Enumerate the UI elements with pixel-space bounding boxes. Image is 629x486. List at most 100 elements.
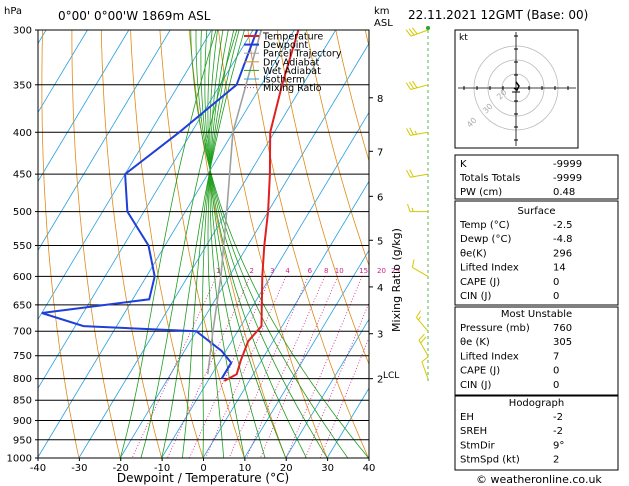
wind-barb	[407, 203, 428, 213]
temperature-tick-label: 20	[280, 463, 293, 474]
table-row-label: θe (K)	[460, 337, 490, 348]
pressure-tick-label: 300	[13, 26, 32, 37]
mixing-ratio-label: 8	[324, 267, 328, 275]
isotherm-line	[202, 180, 369, 458]
temperature-tick-label: -30	[71, 463, 87, 474]
height-axis: 8 7 6 5 4 3 2 LCL	[369, 94, 399, 386]
temperature-tick-label: -10	[154, 463, 170, 474]
lcl-label: LCL	[383, 371, 399, 381]
credit-text: © weatheronline.co.uk	[476, 473, 602, 486]
isotherm-line	[285, 318, 369, 458]
pressure-unit-label: hPa	[4, 6, 22, 17]
pressure-tick-label: 400	[13, 128, 32, 139]
wind-barb-feather	[408, 28, 415, 36]
table-row-value: 0	[553, 277, 559, 288]
table-row-label: StmSpd (kt)	[460, 455, 520, 466]
table-row-value: 2	[553, 455, 559, 466]
table-row-label: CIN (J)	[460, 291, 491, 302]
mixing-ratio-line	[304, 301, 369, 458]
profiles	[41, 30, 300, 382]
temperature-tick-label: 10	[239, 463, 252, 474]
table-row-value: 760	[553, 323, 572, 334]
legend-entry: Temperature	[262, 32, 323, 43]
pressure-tick-label: 450	[13, 170, 32, 181]
wind-barb-staff	[412, 266, 429, 277]
height-tick-label: 2	[377, 375, 383, 386]
mixing-ratio-label: 25	[391, 267, 400, 275]
table-row-label: θe(K)	[460, 248, 487, 259]
legend-entry: Dry Adiabat	[263, 57, 320, 68]
legend-entry: Parcel Trajectory	[263, 49, 342, 60]
isotherm-line	[38, 30, 171, 252]
wind-barb-feather	[408, 81, 415, 89]
temperature-tick-label: -40	[30, 463, 46, 474]
wind-barb-feather	[405, 29, 412, 37]
table-row-value: -9999	[553, 159, 582, 170]
temperature-tick-label: 30	[321, 463, 334, 474]
wind-barb-feather	[418, 316, 422, 321]
legend-entry: Isotherm	[263, 75, 305, 86]
isotherm-line	[38, 30, 88, 114]
wind-axis-top-marker	[426, 26, 430, 30]
pressure-tick-label: 800	[13, 374, 32, 385]
table-row-value: 0	[553, 366, 559, 377]
wind-barb	[405, 80, 429, 90]
pressure-tick-label: 550	[13, 241, 32, 252]
height-tick-label: 4	[377, 283, 383, 294]
location-title: 0°00' 0°00'W 1869m ASL	[58, 9, 211, 23]
table-row-value: 9°	[553, 440, 564, 451]
height-tick-label: 6	[377, 192, 383, 203]
wind-barb-feather	[411, 207, 414, 212]
temperature-axis: -40 -30 -20 -10 0 10 20 30 40	[30, 458, 376, 474]
parcel-trajectory-profile	[207, 30, 262, 375]
wind-barb-staff	[416, 317, 429, 332]
temperature-profile	[223, 30, 300, 382]
wind-barb-feather	[412, 80, 418, 89]
table-row-value: -9999	[553, 173, 582, 184]
pressure-tick-label: 600	[13, 272, 32, 283]
wind-barbs	[405, 26, 430, 384]
dry-adiabat-line	[306, 30, 369, 267]
table-row-value: -2	[553, 412, 563, 423]
wind-barb	[421, 356, 429, 379]
dry-adiabat-line	[71, 30, 121, 458]
temperature-tick-label: 40	[363, 463, 376, 474]
mixing-ratio-label: 2	[249, 267, 253, 275]
background-lines	[38, 30, 369, 458]
height-tick-label: 5	[377, 236, 383, 247]
pressure-tick-label: 1000	[7, 454, 32, 465]
wind-barb-staff	[421, 361, 429, 379]
y-axis-title-mixing-ratio: Mixing Ratio (g/kg)	[390, 228, 403, 332]
table-hodograph-box	[454, 395, 619, 471]
temperature-tick-label: 0	[200, 463, 206, 474]
table-row-value: 305	[553, 337, 572, 348]
asl-unit-label: ASL	[374, 18, 393, 29]
table-row-value: -2.5	[553, 220, 573, 231]
table-row-label: CAPE (J)	[460, 366, 500, 377]
table-row-value: 0.48	[553, 187, 575, 198]
mixing-ratio-label: 1	[216, 267, 220, 275]
pressure-tick-label: 900	[13, 416, 32, 427]
stability-table: K -9999 Totals Totals -9999 PW (cm) 0.48 Surfa…	[454, 154, 619, 471]
wind-barb-feather	[414, 130, 418, 135]
dry-adiabat-line	[335, 30, 369, 163]
table-row-label: Lifted Index	[460, 263, 519, 274]
wind-barb-feather	[405, 82, 412, 90]
mixing-ratio-label: 6	[308, 267, 313, 275]
isotherm-line	[119, 42, 369, 458]
wind-barb	[416, 310, 429, 332]
table-row-label: Totals Totals	[459, 173, 520, 184]
table-unstable-box	[454, 306, 619, 396]
isotherm-line	[78, 30, 337, 458]
table-row-label: SREH	[460, 426, 487, 437]
table-section-title: Most Unstable	[501, 309, 572, 320]
wind-barb	[411, 259, 429, 277]
isotherm-line	[161, 111, 369, 458]
temperature-tick-label: -20	[113, 463, 129, 474]
legend-entry: Mixing Ratio	[263, 83, 322, 94]
table-row-label: Dewp (°C)	[460, 234, 511, 245]
wind-barb	[405, 27, 429, 37]
dry-adiabat-line	[41, 30, 80, 458]
